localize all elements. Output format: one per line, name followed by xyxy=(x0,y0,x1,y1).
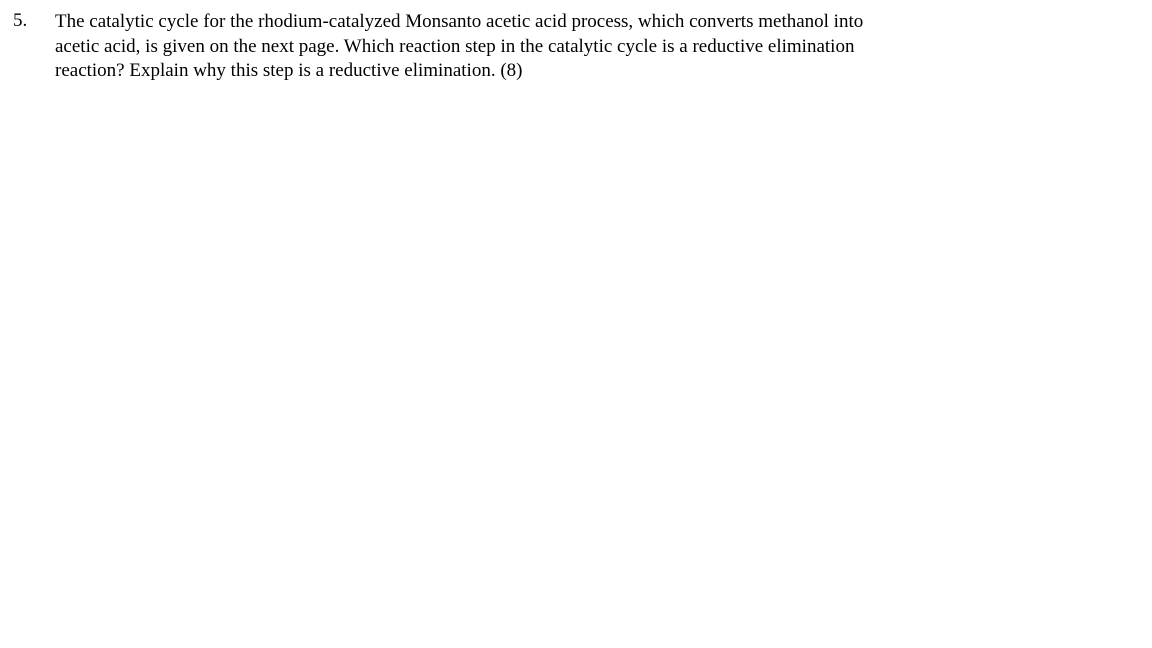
question-text: The catalytic cycle for the rhodium-cata… xyxy=(55,10,895,84)
question-container: 5. The catalytic cycle for the rhodium-c… xyxy=(13,10,895,84)
question-number: 5. xyxy=(13,10,55,32)
